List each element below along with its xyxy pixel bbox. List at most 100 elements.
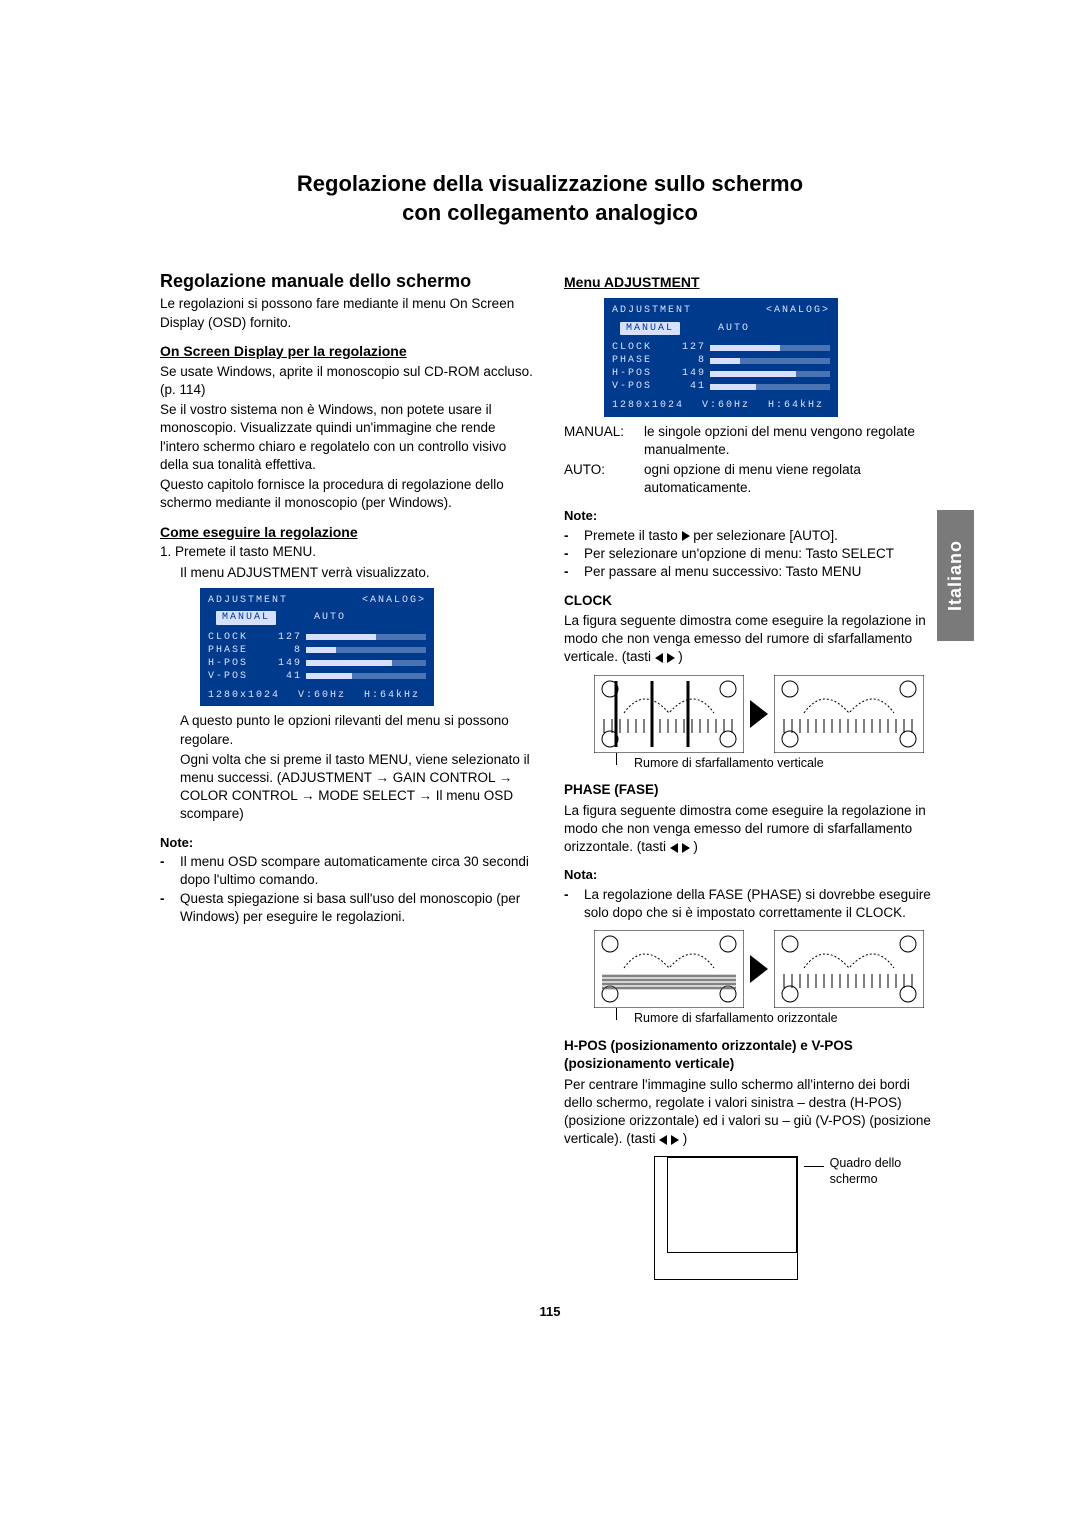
osd-mode: <ANALOG> [766,304,830,318]
bullet-dash: - [160,853,180,889]
body-text: Le regolazioni si possono fare mediante … [160,295,536,331]
triangle-right-icon [671,1135,679,1145]
subheading-clock: CLOCK [564,592,940,610]
clock-figure [594,675,940,753]
subheading-pos: H-POS (posizionamento orizzontale) e V-P… [564,1037,940,1073]
phase-figure [594,930,940,1008]
osd-slider [710,371,830,377]
osd-hfreq: H:64kHz [768,399,824,413]
note-label: Note: [160,834,536,852]
definition-key: AUTO: [564,461,644,497]
triangle-left-icon [655,653,663,663]
pointer-line [804,1166,824,1167]
screen-frame [654,1156,798,1280]
definition-row: MANUAL: le singole opzioni del menu veng… [564,423,940,459]
definition-text: ogni opzione di menu viene regolata auto… [644,461,940,497]
subheading: Menu ADJUSTMENT [564,273,940,292]
columns: Regolazione manuale dello schermo Le reg… [160,263,940,1280]
note-item: Premete il tasto per selezionare [AUTO]. [584,527,940,545]
figure-caption: Rumore di sfarfallamento verticale [616,755,940,772]
subheading-phase: PHASE (FASE) [564,781,940,799]
osd-row-label: H-POS [612,367,676,381]
nota-list: -La regolazione della FASE (PHASE) si do… [564,886,940,922]
body-text: Se il vostro sistema non è Windows, non … [160,401,536,474]
body-text: A questo punto le opzioni rilevanti del … [180,712,536,748]
osd-row-value: 127 [272,631,306,645]
osd-title: ADJUSTMENT [208,594,288,608]
note-item: Per selezionare un'opzione di menu: Tast… [584,545,940,563]
title-line-2: con collegamento analogico [160,199,940,228]
osd-row-label: V-POS [208,670,272,684]
bullet-dash: - [564,886,584,922]
bullet-dash: - [160,890,180,926]
note-item: Questa spiegazione si basa sull'uso del … [180,890,536,926]
title-line-1: Regolazione della visualizzazione sullo … [160,170,940,199]
page-number: 115 [160,1304,940,1319]
triangle-right-icon [682,531,690,541]
step-text: Il menu ADJUSTMENT verrà visualizzato. [180,564,536,582]
osd-row-value: 149 [676,367,710,381]
body-text: La figura seguente dimostra come eseguir… [564,612,940,667]
triangle-right-icon [682,843,690,853]
right-column: Menu ADJUSTMENT ADJUSTMENT <ANALOG> MANU… [564,263,940,1280]
osd-row-value: 8 [676,354,710,368]
test-pattern-clean [774,930,924,1008]
position-figure: Quadro dello schermo [654,1156,940,1280]
left-column: Regolazione manuale dello schermo Le reg… [160,263,536,1280]
note-label: Note: [564,507,940,525]
test-pattern-noisy [594,930,744,1008]
figure-label: Quadro dello schermo [830,1156,940,1187]
definition-row: AUTO: ogni opzione di menu viene regolat… [564,461,940,497]
osd-menu-figure: ADJUSTMENT <ANALOG> MANUAL AUTO CLOCK127… [604,298,838,417]
osd-slider [306,660,426,666]
osd-rows: CLOCK127 PHASE8 H-POS149 V-POS41 [208,631,426,683]
body-text: Se usate Windows, aprite il monoscopio s… [160,363,536,399]
note-item: Il menu OSD scompare automaticamente cir… [180,853,536,889]
osd-hfreq: H:64kHz [364,689,420,703]
osd-vfreq: V:60Hz [702,399,750,413]
bullet-dash: - [564,563,584,581]
main-title: Regolazione della visualizzazione sullo … [160,170,940,227]
triangle-right-icon [667,653,675,663]
osd-row-value: 127 [676,341,710,355]
osd-row-label: CLOCK [612,341,676,355]
osd-slider [306,647,426,653]
osd-row-label: CLOCK [208,631,272,645]
nota-item: La regolazione della FASE (PHASE) si dov… [584,886,940,922]
osd-rows: CLOCK127 PHASE8 H-POS149 V-POS41 [612,341,830,393]
test-pattern-clean [774,675,924,753]
note-list: -Premete il tasto per selezionare [AUTO]… [564,527,940,582]
body-text: La figura seguente dimostra come eseguir… [564,802,940,857]
body-text: Questo capitolo fornisce la procedura di… [160,476,536,512]
nota-label: Nota: [564,866,940,884]
definition-key: MANUAL: [564,423,644,459]
note-list: -Il menu OSD scompare automaticamente ci… [160,853,536,926]
osd-row-label: V-POS [612,380,676,394]
note-item: Per passare al menu successivo: Tasto ME… [584,563,940,581]
language-tab: Italiano [937,510,974,641]
osd-vfreq: V:60Hz [298,689,346,703]
step-text: 1. Premete il tasto MENU. [160,543,536,561]
osd-row-label: H-POS [208,657,272,671]
osd-row-label: PHASE [208,644,272,658]
screen-image-frame [667,1157,797,1253]
osd-row-label: PHASE [612,354,676,368]
osd-resolution: 1280x1024 [612,399,684,413]
osd-tab-auto: AUTO [314,611,346,625]
bullet-dash: - [564,545,584,563]
body-text: Per centrare l'immagine sullo schermo al… [564,1076,940,1149]
osd-row-value: 41 [272,670,306,684]
osd-tab-manual: MANUAL [620,322,680,336]
arrow-right-icon [750,700,768,728]
triangle-left-icon [659,1135,667,1145]
osd-mode: <ANALOG> [362,594,426,608]
figure-caption: Rumore di sfarfallamento orizzontale [616,1010,940,1027]
body-text: Ogni volta che si preme il tasto MENU, v… [180,751,536,824]
arrow-right-icon [750,955,768,983]
osd-menu-figure: ADJUSTMENT <ANALOG> MANUAL AUTO CLOCK127… [200,588,434,707]
osd-slider [710,345,830,351]
osd-slider [306,673,426,679]
osd-row-value: 149 [272,657,306,671]
osd-slider [710,384,830,390]
osd-slider [710,358,830,364]
